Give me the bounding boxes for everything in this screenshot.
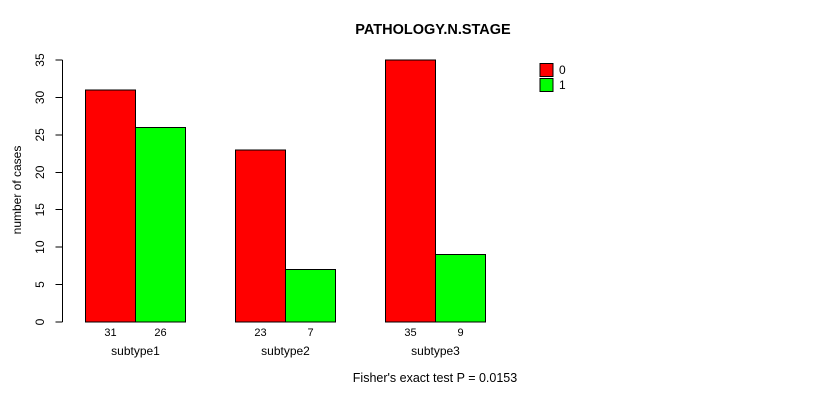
y-tick-label: 20 [33, 165, 47, 179]
legend-label-1: 1 [559, 78, 566, 92]
bar-labels-layer: 31 26 subtype1 23 7 subtype2 35 9 subtype3 [104, 327, 463, 358]
legend-label-0: 0 [559, 63, 566, 77]
y-tick-label: 30 [33, 90, 47, 104]
bar-subtype3-0 [385, 59, 436, 323]
bar-value-label: 9 [457, 327, 463, 339]
caption: Fisher's exact test P = 0.0153 [353, 371, 517, 385]
bar-value-label: 7 [307, 327, 313, 339]
bar-subtype3-1 [435, 254, 486, 323]
bar-value-label: 23 [254, 327, 266, 339]
y-tick-label: 35 [33, 53, 47, 67]
chart-title: PATHOLOGY.N.STAGE [355, 22, 511, 38]
y-tick-label: 0 [33, 318, 47, 325]
category-label-subtype3: subtype3 [411, 344, 460, 358]
bar-subtype1-0 [85, 89, 136, 323]
y-tick-label: 25 [33, 128, 47, 142]
bar-value-label: 31 [104, 327, 116, 339]
category-label-subtype1: subtype1 [111, 344, 160, 358]
legend: 01 [539, 63, 566, 92]
y-tick-label: 5 [33, 281, 47, 288]
y-tick-label: 10 [33, 240, 47, 254]
legend-swatch-0 [539, 63, 554, 77]
bar-value-label: 26 [154, 327, 166, 339]
bar-value-label: 35 [404, 327, 416, 339]
bar-subtype2-0 [235, 149, 286, 323]
bars-layer [85, 59, 486, 323]
y-axis-label: number of cases [10, 146, 24, 235]
y-tick-label: 15 [33, 203, 47, 217]
y-axis: 0 5 10 15 20 25 30 35 [33, 53, 63, 325]
category-label-subtype2: subtype2 [261, 344, 310, 358]
bar-subtype1-1 [135, 126, 186, 323]
legend-swatch-1 [539, 78, 554, 92]
bar-subtype2-1 [285, 269, 336, 323]
